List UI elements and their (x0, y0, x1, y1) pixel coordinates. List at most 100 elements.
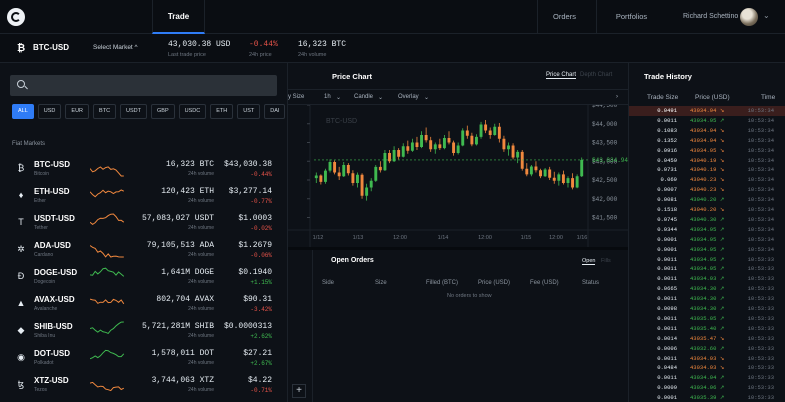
search-input[interactable] (10, 75, 277, 96)
x-tick-label: 1/16 (577, 235, 588, 241)
candle-body (507, 145, 510, 150)
candle-body (548, 169, 552, 178)
market-row-avax-usd[interactable]: ▲ AVAX-USD Avalanche 802,704 AVAX 24h volume… (10, 290, 278, 317)
tab-open-orders[interactable]: Open (582, 258, 596, 265)
market-change: -0.06% (250, 252, 272, 259)
nav-tab-portfolios[interactable]: Portfolios (596, 0, 666, 34)
candle-body (406, 146, 410, 151)
trade-size: 0.0014 (657, 334, 677, 342)
market-row-ada-usd[interactable]: ✲ ADA-USD Cardano 79,105,513 ADA 24h volume $… (10, 236, 278, 263)
market-row-eth-usd[interactable]: ♦ ETH-USD Ether 120,423 ETH 24h volume $3,277… (10, 182, 278, 209)
trade-time: 10:53:34 (747, 166, 774, 174)
trade-row: 0.0098 43034.30 ↗ 10:53:33 (629, 304, 785, 314)
trade-size: 0.0344 (657, 225, 677, 233)
user-name[interactable]: Richard Schettino (683, 13, 739, 20)
trade-time: 10:53:33 (747, 344, 774, 352)
column-price: Price (USD) (478, 280, 511, 286)
trade-size: 0.0001 (657, 245, 677, 253)
market-volume-label: 24h volume (188, 171, 214, 177)
volume-24h: 16,323 BTC (298, 40, 347, 49)
market-price: $0.1940 (238, 268, 272, 277)
candle-body (566, 178, 570, 183)
market-symbol: BTC-USD (34, 160, 70, 169)
trade-row: 0.0011 43034.94 ↗ 10:53:33 (629, 373, 785, 383)
candlestick-chart[interactable]: BTC-USD $44,500 $44,000 $43,500 $43,000 $42,5… (288, 105, 628, 247)
market-name: Avalanche (34, 306, 58, 312)
y-tick-label: $43,500 (592, 140, 618, 147)
filter-chip-ust[interactable]: UST (237, 104, 261, 119)
chart-style-select[interactable]: Candle (354, 94, 374, 100)
filter-chip-gbp[interactable]: GBP (151, 104, 175, 119)
market-row-shib-usd[interactable]: ◆ SHIB-USD Shiba Inu 5,721,281M SHIB 24h vol… (10, 317, 278, 344)
candle-body (420, 135, 424, 147)
sparkline (89, 293, 126, 315)
tab-price-chart[interactable]: Price Chart (546, 72, 577, 79)
filter-chip-btc[interactable]: BTC (93, 104, 117, 119)
market-row-xtz-usd[interactable]: ꜩ XTZ-USD Tezos 3,744,063 XTZ 24h volume $4.2… (10, 371, 278, 398)
market-row-doge-usd[interactable]: Đ DOGE-USD Dogecoin 1,641M DOGE 24h volume $0… (10, 263, 278, 290)
filter-chip-usd[interactable]: USD (37, 104, 62, 119)
filter-chip-all[interactable]: ALL (12, 104, 34, 119)
trade-time: 10:53:34 (747, 156, 774, 164)
chevron-down-icon[interactable]: ⌄ (378, 95, 384, 101)
trade-price: 43034.93 ↘ (690, 354, 725, 362)
market-price: $0.0000313 (223, 322, 272, 331)
market-name: Ether (34, 198, 46, 204)
chevron-down-icon[interactable]: ⌄ (336, 95, 342, 101)
market-symbol: XTZ-USD (34, 376, 69, 385)
market-row-usdt-usd[interactable]: T USDT-USD Tether 57,083,027 USDT 24h volume… (10, 209, 278, 236)
trade-size: 0.0081 (657, 196, 677, 204)
nav-tab-orders[interactable]: Orders (537, 0, 591, 34)
trade-time: 10:53:33 (747, 295, 774, 303)
nav-tab-trade[interactable]: Trade (152, 0, 205, 34)
interval-select[interactable]: 1h (324, 94, 331, 100)
trade-price: 43034.94 ↗ (690, 374, 725, 382)
market-name: Polkadot (34, 360, 54, 366)
trade-time: 10:53:33 (747, 354, 774, 362)
trade-history-panel: Trade History Trade Size Price (USD) Tim… (628, 63, 785, 402)
y-tick-label: $42,000 (592, 196, 618, 203)
avatar[interactable] (740, 8, 758, 26)
filter-chip-eur[interactable]: EUR (65, 104, 90, 119)
market-row-btc-usd[interactable]: ₿ BTC-USD Bitcoin 16,323 BTC 24h volume $43,0… (10, 155, 278, 182)
trade-size: 0.0916 (657, 146, 677, 154)
candle-body (461, 130, 465, 146)
select-market-button[interactable]: Select Market ^ (93, 44, 138, 51)
filter-chip-usdt[interactable]: USDT (120, 104, 148, 119)
coin-icon: ꜩ (17, 379, 25, 389)
coinbase-logo[interactable] (7, 8, 25, 26)
trade-price: 43040.23 ↘ (690, 176, 725, 184)
bar-size-select[interactable]: y Size (288, 94, 305, 100)
trade-row: 0.0491 43034.94 ↘ 10:53:34 (629, 106, 785, 116)
candle-body (378, 166, 382, 171)
market-change: +2.62% (250, 333, 272, 340)
candle-body (520, 151, 524, 169)
trade-price: 43034.95 ↗ (690, 116, 725, 124)
trade-time: 10:53:34 (747, 206, 774, 213)
add-icon[interactable]: + (292, 384, 306, 398)
market-row-dot-usd[interactable]: ◉ DOT-USD Polkadot 1,578,011 DOT 24h volume $… (10, 344, 278, 371)
filter-chip-usdc[interactable]: USDC (178, 104, 207, 119)
filter-chip-dai[interactable]: DAI (264, 104, 286, 119)
trade-price: 43040.20 ↗ (690, 196, 725, 204)
trade-size: 0.0011 (657, 324, 677, 332)
market-change: -0.02% (250, 225, 272, 232)
overlay-select[interactable]: Overlay (398, 94, 419, 100)
trade-price: 43034.94 ↘ (690, 126, 725, 134)
candle-body (369, 180, 373, 188)
chevron-down-icon[interactable]: ⌄ (424, 95, 430, 101)
tab-fills[interactable]: Fills (601, 258, 611, 264)
candle-body (356, 174, 359, 183)
trade-price: 43034.95 ↗ (690, 255, 725, 263)
tab-depth-chart[interactable]: Depth Chart (580, 72, 613, 78)
candle-body (543, 169, 547, 177)
trade-time: 10:53:34 (747, 116, 774, 124)
x-tick-label: 1/13 (353, 235, 364, 241)
chevron-down-icon[interactable]: ⌄ (763, 11, 770, 20)
chevron-right-icon[interactable]: › (616, 94, 618, 100)
candle-body (319, 175, 323, 182)
market-name: Tezos (34, 387, 48, 393)
filter-chip-eth[interactable]: ETH (210, 104, 234, 119)
candle-body (410, 142, 414, 151)
trade-time: 10:53:33 (747, 394, 774, 402)
